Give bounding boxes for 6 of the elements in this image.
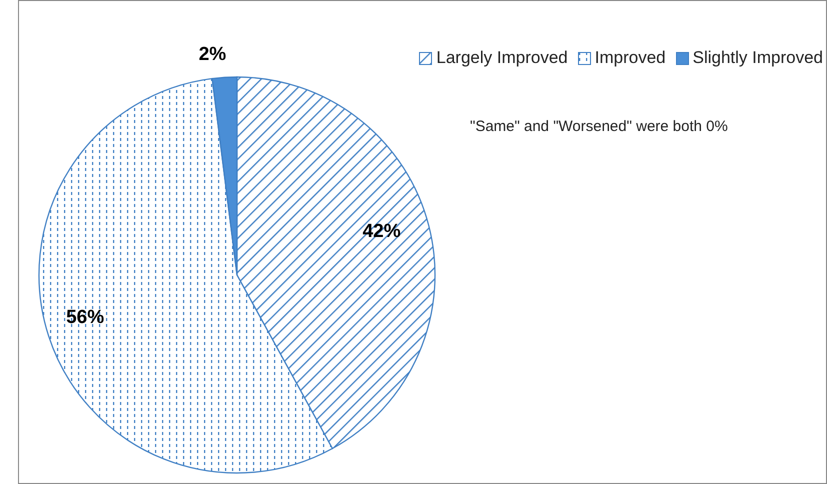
data-label: 2% — [198, 44, 226, 65]
data-label: 56% — [66, 307, 104, 328]
text: "Same" and "Worsened" were both 0% — [470, 118, 728, 135]
legend-label: Slightly Improved — [692, 48, 823, 68]
legend-label: Largely Improved — [436, 48, 568, 68]
legend-label: Improved — [594, 48, 666, 68]
